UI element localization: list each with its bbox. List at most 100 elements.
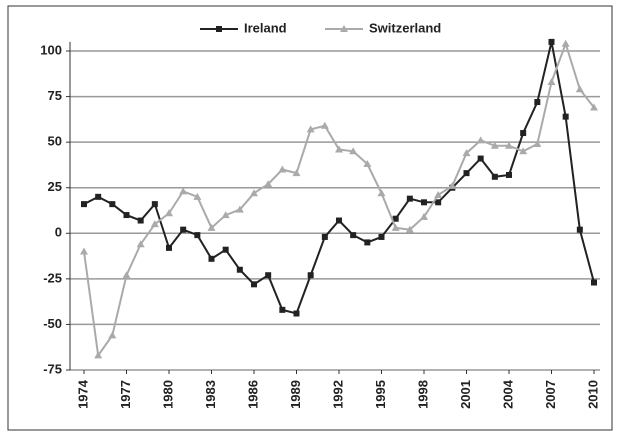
marker [264, 180, 273, 188]
marker [349, 147, 358, 155]
marker [350, 232, 357, 239]
marker [137, 217, 144, 224]
series-line [83, 41, 595, 315]
marker [405, 225, 414, 233]
marker [476, 136, 485, 144]
marker [251, 281, 257, 288]
y-tick-label: 0 [55, 225, 62, 240]
marker [109, 201, 116, 208]
marker [505, 141, 513, 149]
marker [95, 193, 102, 200]
marker [420, 212, 428, 220]
marker [363, 160, 372, 168]
x-tick-label: 1977 [118, 380, 133, 409]
marker [406, 195, 413, 202]
marker [547, 78, 556, 86]
marker [221, 211, 230, 219]
marker [590, 103, 598, 111]
marker [548, 38, 555, 45]
marker [463, 170, 470, 177]
marker [81, 201, 87, 208]
x-tick-label: 1995 [373, 380, 388, 409]
frame [7, 5, 613, 431]
marker [448, 181, 457, 189]
marker [378, 233, 385, 240]
marker [364, 239, 371, 246]
marker [519, 147, 528, 155]
marker [80, 247, 88, 255]
y-tick-label: 25 [48, 179, 62, 194]
marker [506, 171, 512, 178]
x-tick-label: 1998 [415, 380, 430, 409]
marker [534, 99, 541, 106]
x-tick-label: 2001 [458, 380, 473, 409]
marker [235, 205, 244, 213]
marker [561, 39, 570, 47]
marker [94, 351, 103, 359]
marker [520, 130, 527, 137]
marker [279, 306, 286, 313]
y-tick-label: 50 [48, 134, 62, 149]
marker [278, 165, 287, 173]
marker [491, 173, 498, 180]
legend-label: Ireland [244, 20, 287, 35]
marker [320, 121, 329, 129]
marker [562, 113, 569, 120]
legend-label: Switzerland [369, 20, 441, 35]
x-tick-label: 2010 [585, 380, 600, 409]
x-tick-label: 1974 [75, 379, 90, 409]
marker [392, 215, 399, 222]
marker [122, 271, 131, 279]
y-tick-label: -75 [43, 361, 62, 376]
x-tick-label: 2007 [543, 380, 558, 409]
marker [250, 189, 258, 197]
marker [321, 233, 328, 240]
marker [193, 192, 202, 200]
series-line [83, 40, 595, 359]
marker [533, 139, 542, 147]
marker [591, 279, 597, 286]
marker [180, 226, 187, 233]
marker [236, 266, 243, 273]
marker [576, 226, 583, 233]
marker [216, 26, 222, 32]
marker [377, 189, 386, 197]
marker [136, 240, 145, 248]
x-tick-label: 1989 [288, 380, 303, 409]
marker [462, 149, 471, 157]
marker [306, 125, 315, 133]
x-tick-label: 1980 [160, 380, 175, 409]
y-tick-label: 75 [48, 88, 62, 103]
marker [207, 223, 216, 231]
marker [179, 187, 188, 195]
x-tick-label: 1983 [203, 380, 218, 409]
marker [108, 331, 117, 339]
marker [477, 155, 484, 162]
x-tick-label: 1986 [245, 380, 260, 409]
y-tick-label: 100 [40, 42, 62, 57]
marker [265, 272, 272, 279]
marker [208, 255, 215, 262]
marker [335, 145, 343, 153]
marker [292, 169, 301, 177]
marker [435, 199, 442, 206]
marker [150, 220, 159, 228]
marker [434, 191, 443, 199]
marker [222, 246, 229, 253]
marker [165, 209, 173, 217]
marker [123, 212, 130, 219]
y-tick-label: -25 [43, 270, 62, 285]
y-tick-label: -50 [43, 316, 62, 331]
marker [575, 85, 584, 93]
x-tick-label: 2004 [500, 379, 515, 409]
x-tick-label: 1992 [330, 380, 345, 409]
marker [340, 25, 348, 32]
marker [391, 223, 400, 231]
marker [336, 217, 342, 224]
marker [490, 141, 499, 149]
marker [421, 199, 427, 206]
marker [151, 201, 158, 208]
marker [166, 244, 172, 251]
marker [307, 272, 314, 279]
